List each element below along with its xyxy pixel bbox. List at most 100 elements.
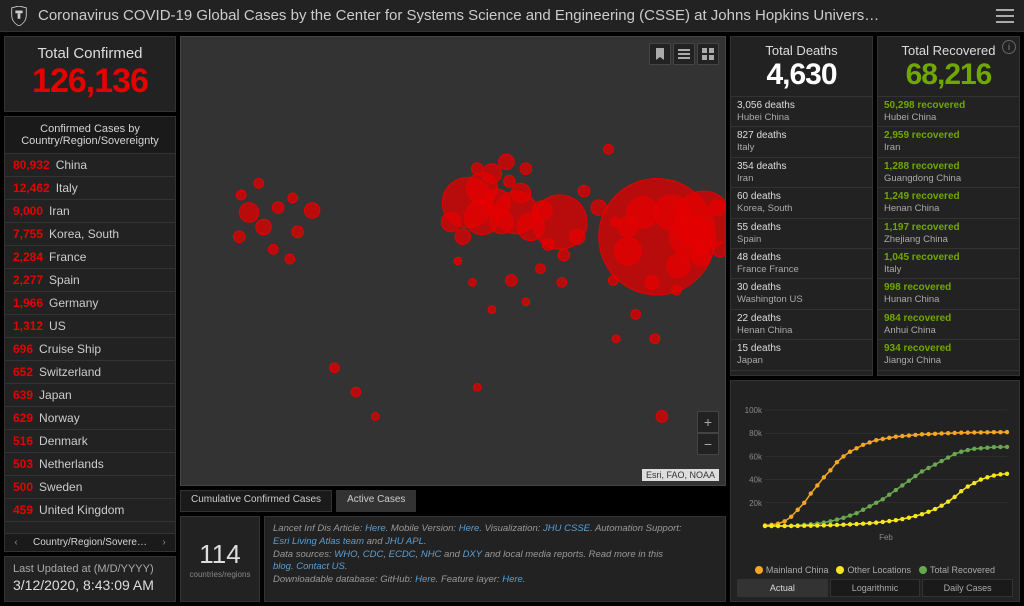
link-jhu-csse[interactable]: JHU CSSE [543, 523, 590, 534]
link-dxy[interactable]: DXY [463, 549, 482, 560]
total-confirmed-label: Total Confirmed [9, 45, 171, 62]
stat-row[interactable]: 22 deathsHenan China [731, 310, 872, 340]
deaths-label: Total Deaths [733, 43, 870, 58]
stat-row[interactable]: 354 deathsIran [731, 158, 872, 188]
recovered-label: Total Recovered [880, 43, 1017, 58]
svg-text:80k: 80k [749, 429, 763, 438]
total-confirmed-value: 126,136 [9, 62, 171, 101]
country-row[interactable]: 80,932China [5, 154, 175, 177]
stat-row[interactable]: 60 deathsKorea, South [731, 188, 872, 218]
tab-logarithmic[interactable]: Logarithmic [830, 579, 921, 597]
stat-row[interactable]: 55 deathsSpain [731, 219, 872, 249]
country-row[interactable]: 652Switzerland [5, 361, 175, 384]
country-row[interactable]: 1,966Germany [5, 292, 175, 315]
stat-row[interactable]: 827 deathsItaly [731, 127, 872, 157]
basemap-icon[interactable] [697, 43, 719, 65]
recovered-panel: Total Recovered 68,216 50,298 recoveredH… [877, 36, 1020, 376]
country-row[interactable]: 9,000Iran [5, 200, 175, 223]
chart-tabs: Actual Logarithmic Daily Cases [737, 579, 1013, 597]
footer-label: Country/Region/Sovere… [23, 537, 157, 548]
country-row[interactable]: 503Netherlands [5, 453, 175, 476]
svg-text:40k: 40k [749, 476, 763, 485]
total-confirmed-panel: Total Confirmed 126,136 [4, 36, 176, 112]
cases-chart[interactable]: 20k 40k 60k 80k 100k Feb [737, 385, 1013, 563]
tab-actual[interactable]: Actual [737, 579, 828, 597]
stat-row[interactable]: 1,288 recoveredGuangdong China [878, 158, 1019, 188]
country-row[interactable]: 500Sweden [5, 476, 175, 499]
updated-time: 3/12/2020, 8:43:09 AM [13, 577, 167, 593]
stat-row[interactable]: 2,959 recoveredIran [878, 127, 1019, 157]
country-row[interactable]: 639Japan [5, 384, 175, 407]
countries-header: Confirmed Cases by Country/Region/Sovere… [5, 117, 175, 154]
stat-row[interactable]: 15 deathsJapan [731, 340, 872, 370]
tab-daily-cases[interactable]: Daily Cases [922, 579, 1013, 597]
link-contact[interactable]: Contact US [296, 561, 345, 572]
tab-active-cases[interactable]: Active Cases [336, 490, 416, 512]
link-feature-layer[interactable]: Here [502, 574, 523, 585]
countries-list[interactable]: 80,932China12,462Italy9,000Iran7,755Kore… [5, 154, 175, 533]
map-tools [649, 43, 719, 65]
link-nhc[interactable]: NHC [421, 549, 442, 560]
map-attribution: Esri, FAO, NOAA [642, 469, 719, 481]
link-article[interactable]: Here [365, 523, 386, 534]
regions-panel: 114 countries/regions [180, 516, 260, 602]
svg-text:20k: 20k [749, 499, 763, 508]
legend-icon[interactable] [673, 43, 695, 65]
country-row[interactable]: 516Denmark [5, 430, 175, 453]
link-mobile[interactable]: Here [459, 523, 480, 534]
country-row[interactable]: 7,755Korea, South [5, 223, 175, 246]
stat-row[interactable]: 50,298 recoveredHubei China [878, 97, 1019, 127]
svg-text:60k: 60k [749, 452, 763, 461]
country-row[interactable]: 2,277Spain [5, 269, 175, 292]
stat-row[interactable]: 1,249 recoveredHenan China [878, 188, 1019, 218]
last-updated-panel: Last Updated at (M/D/YYYY) 3/12/2020, 8:… [4, 556, 176, 602]
recovered-list[interactable]: 50,298 recoveredHubei China2,959 recover… [878, 96, 1019, 375]
zoom-controls: + − [697, 411, 719, 455]
deaths-list[interactable]: 3,056 deathsHubei China827 deathsItaly35… [731, 96, 872, 375]
country-row[interactable]: 12,462Italy [5, 177, 175, 200]
app-header: Coronavirus COVID-19 Global Cases by the… [0, 0, 1024, 32]
stat-row[interactable]: 1,197 recoveredZhejiang China [878, 219, 1019, 249]
svg-text:Feb: Feb [879, 533, 893, 542]
country-row[interactable]: 459United Kingdom [5, 499, 175, 522]
zoom-in-button[interactable]: + [697, 411, 719, 433]
countries-panel: Confirmed Cases by Country/Region/Sovere… [4, 116, 176, 552]
menu-icon[interactable] [996, 9, 1014, 23]
chart-legend: Mainland China Other Locations Total Rec… [737, 563, 1013, 577]
country-row[interactable]: 2,284France [5, 246, 175, 269]
info-icon[interactable]: i [1002, 40, 1016, 54]
bookmark-icon[interactable] [649, 43, 671, 65]
stat-row[interactable]: 48 deathsFrance France [731, 249, 872, 279]
tab-cumulative[interactable]: Cumulative Confirmed Cases [180, 490, 332, 512]
stat-row[interactable]: 1,045 recoveredItaly [878, 249, 1019, 279]
link-github[interactable]: Here [415, 574, 436, 585]
map-panel[interactable]: + − Esri, FAO, NOAA [180, 36, 726, 486]
updated-label: Last Updated at (M/D/YYYY) [13, 563, 167, 575]
map-tabs: Cumulative Confirmed Cases Active Cases [180, 490, 726, 512]
chevron-left-icon[interactable]: ‹ [9, 537, 23, 548]
link-jhu-apl[interactable]: JHU APL [385, 536, 424, 547]
svg-text:100k: 100k [745, 406, 763, 415]
countries-footer: ‹ Country/Region/Sovere… › [5, 533, 175, 551]
credits-panel: Lancet Inf Dis Article: Here. Mobile Ver… [264, 516, 726, 602]
regions-label: countries/regions [190, 570, 251, 579]
country-row[interactable]: 696Cruise Ship [5, 338, 175, 361]
link-esri[interactable]: Esri Living Atlas team [273, 536, 364, 547]
regions-value: 114 [199, 539, 240, 570]
link-blog[interactable]: blog [273, 561, 291, 572]
deaths-value: 4,630 [733, 58, 870, 92]
recovered-value: 68,216 [880, 58, 1017, 92]
link-who[interactable]: WHO [334, 549, 357, 560]
chevron-right-icon[interactable]: › [157, 537, 171, 548]
stat-row[interactable]: 30 deathsWashington US [731, 279, 872, 309]
stat-row[interactable]: 3,056 deathsHubei China [731, 97, 872, 127]
country-row[interactable]: 1,312US [5, 315, 175, 338]
stat-row[interactable]: 934 recoveredJiangxi China [878, 340, 1019, 370]
link-ecdc[interactable]: ECDC [389, 549, 416, 560]
country-row[interactable]: 629Norway [5, 407, 175, 430]
zoom-out-button[interactable]: − [697, 433, 719, 455]
world-map[interactable] [181, 37, 725, 485]
stat-row[interactable]: 984 recoveredAnhui China [878, 310, 1019, 340]
stat-row[interactable]: 998 recoveredHunan China [878, 279, 1019, 309]
link-cdc[interactable]: CDC [363, 549, 384, 560]
